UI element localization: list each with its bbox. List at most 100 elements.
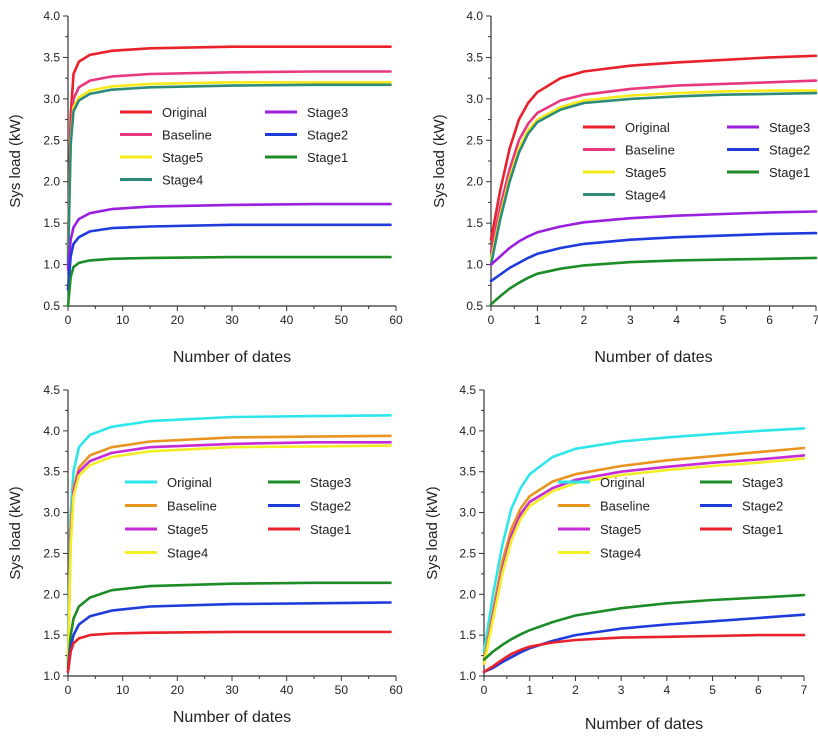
x-axis-label: Number of dates — [585, 716, 703, 733]
legend-label: Stage3 — [742, 475, 783, 490]
x-tick-label: 0 — [65, 313, 72, 327]
legend-label: Stage2 — [310, 499, 351, 514]
x-tick-label: 3 — [627, 313, 634, 327]
legend-label: Stage4 — [600, 546, 641, 561]
x-tick-label: 40 — [280, 683, 294, 697]
y-tick-label: 3.5 — [459, 465, 476, 479]
y-tick-label: 3.5 — [466, 50, 483, 64]
legend-label: Stage4 — [625, 188, 666, 203]
x-axis-label: Number of dates — [173, 349, 291, 366]
series-line-stage1 — [489, 256, 818, 306]
x-tick-label: 0 — [488, 313, 495, 327]
series-line-stage3 — [66, 581, 392, 670]
chart-panel-4: 1.0 1.5 2.0 2.5 3.0 3.5 4.0 4.5 0 1 2 3 4 5 6 7 Number o… — [424, 383, 808, 733]
y-tick-label: 2.0 — [43, 587, 60, 601]
y-axis-label: Sys load (kW) — [7, 486, 24, 579]
chart-panel-3: 1.0 1.5 2.0 2.5 3.0 3.5 4.0 4.5 0 10 20 30 40 50 60 Num… — [7, 383, 403, 726]
y-axis-label: Sys load (kW) — [431, 114, 448, 207]
y-tick-label: 1.0 — [43, 669, 60, 683]
series-line-stage2 — [489, 231, 818, 283]
y-tick-label: 4.0 — [43, 424, 60, 438]
series-line-stage3 — [66, 202, 392, 271]
legend-label: Stage2 — [769, 143, 810, 158]
series-line-stage1 — [66, 630, 392, 674]
legend-label: Stage3 — [307, 105, 348, 120]
y-tick-label: 4.5 — [459, 383, 476, 397]
y-tick-label: 2.5 — [43, 133, 60, 147]
x-tick-label: 3 — [618, 683, 625, 697]
x-axis-label: Number of dates — [594, 349, 712, 366]
y-tick-label: 3.0 — [43, 506, 60, 520]
y-tick-label: 1.5 — [43, 628, 60, 642]
legend-label: Baseline — [625, 143, 675, 158]
x-tick-label: 30 — [225, 683, 239, 697]
y-tick-label: 1.0 — [459, 669, 476, 683]
y-tick-label: 2.5 — [43, 546, 60, 560]
x-tick-label: 2 — [581, 313, 588, 327]
series-line-original — [489, 54, 818, 241]
legend-label: Baseline — [162, 128, 212, 143]
y-tick-label: 2.0 — [466, 175, 483, 189]
chart-panel-1: 0.5 1.0 1.5 2.0 2.5 3.0 3.5 4.0 0 10 20 30 40 50 60 Num… — [7, 9, 403, 366]
legend-label: Original — [625, 120, 670, 135]
y-tick-label: 4.0 — [43, 9, 60, 23]
legend-label: Stage4 — [162, 173, 203, 188]
y-tick-label: 3.0 — [466, 92, 483, 106]
y-tick-label: 2.0 — [43, 175, 60, 189]
x-tick-label: 2 — [572, 683, 579, 697]
legend-label: Stage1 — [769, 165, 810, 180]
x-tick-label: 20 — [171, 313, 185, 327]
x-tick-label: 1 — [534, 313, 541, 327]
series-line-stage1 — [482, 633, 806, 674]
x-tick-label: 10 — [116, 683, 130, 697]
legend-label: Stage2 — [307, 128, 348, 143]
y-tick-label: 1.5 — [43, 216, 60, 230]
series-line-stage4 — [66, 444, 392, 670]
x-tick-label: 4 — [664, 683, 671, 697]
series-line-stage2 — [482, 613, 806, 674]
y-tick-label: 2.0 — [459, 587, 476, 601]
y-axis-label: Sys load (kW) — [7, 114, 24, 207]
x-tick-label: 60 — [389, 313, 403, 327]
y-tick-label: 0.5 — [466, 299, 483, 313]
series-line-stage4 — [489, 91, 818, 266]
y-tick-label: 1.5 — [459, 628, 476, 642]
series-line-stage2 — [66, 223, 392, 291]
y-tick-label: 0.5 — [43, 299, 60, 313]
x-tick-label: 5 — [720, 313, 727, 327]
legend-label: Stage5 — [167, 522, 208, 537]
legend-label: Stage1 — [310, 522, 351, 537]
y-tick-label: 3.0 — [43, 92, 60, 106]
x-tick-label: 60 — [389, 683, 403, 697]
series-line-stage1 — [66, 255, 392, 308]
legend-label: Stage1 — [742, 522, 783, 537]
y-tick-label: 4.0 — [459, 424, 476, 438]
x-tick-label: 30 — [225, 313, 239, 327]
legend-label: Stage2 — [742, 499, 783, 514]
x-tick-label: 6 — [755, 683, 762, 697]
y-tick-label: 2.5 — [466, 133, 483, 147]
y-tick-label: 1.0 — [43, 258, 60, 272]
series-line-stage4 — [66, 83, 392, 266]
series-line-baseline — [66, 434, 392, 662]
series-line-stage3 — [489, 210, 818, 266]
y-tick-label: 1.5 — [466, 216, 483, 230]
x-tick-label: 0 — [65, 683, 72, 697]
series-line-original — [482, 427, 806, 653]
x-tick-label: 7 — [801, 683, 808, 697]
legend-label: Original — [167, 475, 212, 490]
legend-label: Original — [162, 105, 207, 120]
y-tick-label: 3.5 — [43, 465, 60, 479]
y-tick-label: 2.5 — [459, 546, 476, 560]
x-tick-label: 50 — [335, 313, 349, 327]
legend-label: Stage3 — [769, 120, 810, 135]
chart-panel-2: 0.5 1.0 1.5 2.0 2.5 3.0 3.5 4.0 0 1 2 3 4 5 6 7 Number o… — [431, 9, 818, 366]
x-axis-label: Number of dates — [173, 709, 291, 726]
x-tick-label: 50 — [335, 683, 349, 697]
y-axis-label: Sys load (kW) — [424, 486, 441, 579]
legend-label: Original — [600, 475, 645, 490]
series-line-original — [66, 45, 392, 250]
x-tick-label: 4 — [673, 313, 680, 327]
series-line-stage4 — [482, 457, 806, 666]
